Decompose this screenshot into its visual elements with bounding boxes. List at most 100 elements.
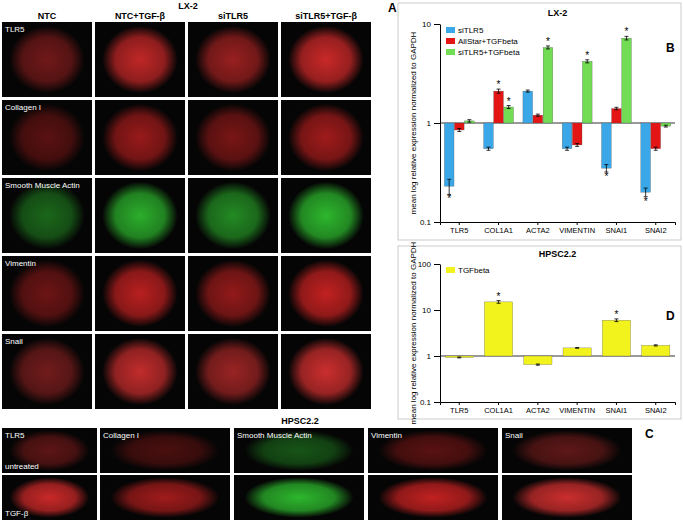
error-bar — [457, 357, 461, 359]
error-bar — [536, 114, 540, 116]
chart-frame — [398, 3, 681, 240]
micrograph — [95, 100, 185, 175]
tick-mark — [577, 402, 578, 405]
tick-mark — [459, 402, 460, 405]
error-line — [654, 344, 658, 345]
error-line — [507, 108, 511, 109]
error-line — [536, 114, 540, 115]
tick: VIMENTIN — [559, 402, 595, 415]
error-bar — [536, 364, 540, 365]
error-line — [457, 128, 461, 129]
plot-marks — [444, 36, 670, 196]
chart-title: HPSC2.2 — [539, 249, 577, 259]
tick-mark — [616, 402, 617, 405]
image-background — [368, 475, 498, 520]
x-axis: TLR5COL1A1ACTA2VIMENTINSNAI1SNAI2 — [441, 402, 676, 415]
significance-mark: * — [614, 309, 618, 320]
error-line — [604, 164, 608, 165]
y-axis-title: mean log relative expression normalized … — [409, 31, 418, 214]
cell-spheroid — [195, 26, 271, 94]
micrograph — [95, 334, 185, 409]
error-line — [546, 48, 550, 49]
image-background — [188, 334, 278, 409]
cell-spheroid — [102, 182, 178, 250]
error-line — [497, 303, 501, 304]
column-header: NTC — [38, 11, 57, 21]
significance-mark: * — [546, 36, 550, 47]
micrograph — [188, 22, 278, 97]
significance-mark: * — [644, 196, 648, 207]
legend-swatch — [446, 27, 455, 33]
tick: SNAI2 — [645, 402, 667, 415]
error-bar — [654, 147, 658, 150]
micrograph — [2, 100, 92, 175]
cell-spheroid — [102, 104, 178, 172]
error-line — [664, 125, 668, 126]
micrograph — [188, 334, 278, 409]
error-line — [457, 357, 461, 358]
tick-mark — [577, 222, 578, 225]
axis-line — [440, 25, 441, 223]
legend-label: AllStar+TGFbeta — [458, 37, 518, 46]
micrograph — [502, 428, 632, 473]
error-line — [654, 147, 658, 148]
micrograph — [100, 475, 230, 520]
tick-label: ACTA2 — [526, 226, 550, 235]
image-background — [281, 22, 371, 97]
tick-label: 10 — [422, 306, 431, 315]
row-label: Vimentin — [5, 259, 36, 268]
tick-label: 1 — [427, 352, 432, 361]
x-axis: TLR5COL1A1ACTA2VIMENTINSNAI1SNAI2 — [441, 222, 676, 235]
y-axis-title: mean log relative expression normalized … — [409, 241, 418, 424]
image-background — [234, 475, 364, 520]
tick: 10 — [422, 306, 440, 315]
cell-spheroid — [288, 26, 364, 94]
tick-label: TLR5 — [450, 406, 468, 415]
significance-mark: * — [585, 50, 589, 61]
micrograph — [281, 334, 371, 409]
image-background — [2, 256, 92, 331]
micrograph — [368, 428, 498, 473]
image-background — [234, 428, 364, 473]
micrograph — [281, 22, 371, 97]
tick-mark — [434, 402, 440, 403]
bar-chart: 0.1110100TLR5COL1A1ACTA2VIMENTINSNAI1SNA… — [398, 241, 681, 424]
panel-label: A — [388, 1, 397, 15]
error-line — [585, 62, 589, 63]
micrograph — [95, 256, 185, 331]
bar — [445, 356, 473, 357]
error-line — [575, 348, 579, 349]
micrograph — [234, 428, 364, 473]
cell-spheroid — [9, 26, 85, 94]
tick-mark — [434, 264, 440, 265]
image-background — [188, 22, 278, 97]
error-line — [654, 150, 658, 151]
error-bar — [664, 125, 668, 127]
error-line — [486, 150, 490, 151]
error-line — [664, 127, 668, 128]
cell-spheroid — [102, 338, 178, 406]
error-line — [565, 150, 569, 151]
bar — [651, 123, 661, 149]
legend: siTLR5AllStar+TGFbetasiTLR5+TGFbeta — [446, 26, 520, 57]
column-label: Collagen I — [103, 431, 139, 440]
micrograph — [368, 475, 498, 520]
cell-spheroid — [9, 182, 85, 250]
tick: COL1A1 — [484, 402, 513, 415]
tick: SNAI2 — [645, 222, 667, 235]
cell-spheroid — [9, 104, 85, 172]
tick-mark — [498, 402, 499, 405]
row-label: TGF-β — [5, 509, 29, 518]
row-label: Snail — [5, 337, 23, 346]
cell-spheroid — [195, 104, 271, 172]
error-line — [655, 147, 656, 150]
error-line — [614, 107, 618, 108]
bar-chart: 0.1110TLR5COL1A1ACTA2VIMENTINSNAI1SNAI2*… — [398, 3, 681, 240]
bar — [494, 91, 504, 123]
significance-mark: * — [447, 193, 451, 204]
axis-line — [441, 403, 676, 406]
legend-label: siTLR5 — [458, 26, 484, 35]
annotations: ******** — [447, 26, 647, 206]
tick-label: 10 — [422, 20, 431, 29]
micrograph — [281, 256, 371, 331]
